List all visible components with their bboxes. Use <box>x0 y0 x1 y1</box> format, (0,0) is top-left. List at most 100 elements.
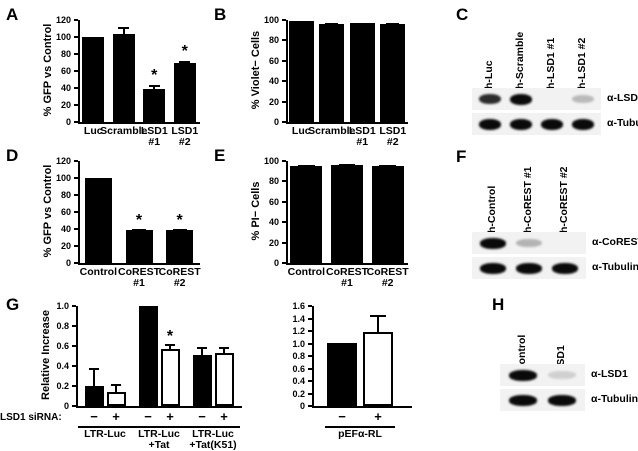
panel-letter-a: A <box>6 5 19 24</box>
error-bar-cap <box>111 384 121 386</box>
panel-a-chart: 0 20 40 60 80 100 120% GFP vs Control * * Luc Scra… <box>34 14 206 148</box>
x-tick-label: CoREST #2 <box>366 266 409 289</box>
y-tick-label: 40 <box>60 224 71 234</box>
y-tick-label: 0 <box>63 401 69 411</box>
error-bar-cap <box>197 347 207 349</box>
y-tick-label: 20 <box>268 96 279 107</box>
error-bar <box>122 26 125 34</box>
y-tick-label: 0.8 <box>56 321 69 331</box>
x-tick-label: Scramble <box>100 125 148 137</box>
y-tick <box>74 177 78 179</box>
y-tick <box>74 262 78 264</box>
antibody-label: α-CoREST <box>592 236 638 248</box>
blot-band <box>515 262 543 274</box>
y-axis <box>78 20 80 122</box>
condition-symbol: − <box>338 409 346 424</box>
error-bar-cap <box>165 343 175 346</box>
bar-solid <box>112 33 135 122</box>
y-tick-label: 100 <box>55 32 71 42</box>
bar-open <box>106 391 126 406</box>
y-axis-label: % GFP vs Control <box>42 23 54 117</box>
y-tick-label: 120 <box>55 15 71 25</box>
y-tick <box>282 200 286 203</box>
blot-band <box>509 93 533 105</box>
group-underline <box>186 426 240 428</box>
y-tick <box>282 100 286 103</box>
condition-symbol: + <box>166 409 174 424</box>
x-tick-label: CoREST #1 <box>118 266 160 289</box>
bar-open <box>160 349 180 406</box>
x-tick-label: CoREST #2 <box>158 266 201 289</box>
y-tick <box>282 39 286 42</box>
y-tick-label: 0.6 <box>292 363 305 374</box>
blot-band <box>571 94 595 104</box>
panel-letter-e: E <box>214 146 226 165</box>
y-tick-label: 20 <box>60 100 71 110</box>
y-tick-label: 0.2 <box>56 381 69 391</box>
x-tick-label: Scramble <box>308 125 356 137</box>
condition-symbol: − <box>144 409 152 424</box>
x-tick-label: CoREST #1 <box>326 266 368 289</box>
bar-solid <box>349 23 375 122</box>
blot-band <box>540 118 564 130</box>
group-underline <box>78 426 132 428</box>
error-bar-cap <box>294 20 308 23</box>
y-tick <box>308 342 312 345</box>
panel-b-chart: 0 20 40 60 80 100% Violet− Cells Luc Scramble LS… <box>242 14 414 148</box>
error-bar-cap <box>179 60 191 63</box>
bar-solid <box>331 165 363 263</box>
y-axis <box>76 306 78 406</box>
y-axis <box>286 20 288 122</box>
blot-band <box>515 238 543 248</box>
y-tick <box>308 405 312 407</box>
blot-lane-label: Sh-CoREST #2 <box>558 166 570 240</box>
y-tick <box>282 59 286 62</box>
antibody-label: α-Tubulin <box>592 261 638 273</box>
blot-band <box>547 394 577 406</box>
bar-solid <box>288 21 314 122</box>
y-tick-label: 100 <box>263 156 279 166</box>
y-tick-label: 0.6 <box>56 341 69 351</box>
y-tick-label: 0.4 <box>292 376 305 386</box>
error-bar <box>201 347 203 355</box>
y-tick-label: 0.2 <box>292 388 305 399</box>
bar-solid <box>82 37 105 122</box>
panel-g-right-chart: 0 0.2 0.4 0.6 0.8 1.0 1.2 1.4 1.6 − + pEFα-RL <box>278 300 418 448</box>
blot-strip <box>472 113 601 135</box>
group-label: LTR-Luc +Tat(K51) <box>189 428 237 451</box>
y-tick <box>308 367 312 370</box>
antibody-label: α-LSD1 <box>591 368 628 380</box>
panel-e-chart: 0 20 40 60 80 100 % PI− Cells Control CoREST #1 Co… <box>242 155 414 289</box>
y-tick <box>282 241 286 244</box>
y-axis <box>312 306 314 406</box>
y-tick <box>74 121 78 123</box>
condition-symbol: − <box>198 409 206 424</box>
bar-solid <box>84 386 104 406</box>
y-axis <box>286 161 288 263</box>
error-bar <box>169 343 171 349</box>
y-tick-label: 40 <box>268 217 279 228</box>
y-tick <box>74 53 78 55</box>
bar-solid <box>143 88 166 122</box>
sirna-row-label: LSD1 siRNA: <box>0 412 62 423</box>
bar-solid <box>138 306 158 406</box>
panel-h-blot: Control LSD1 α-LSD1 α-Tubulin <box>498 302 638 422</box>
panel-letter-h: H <box>492 295 505 314</box>
y-tick <box>72 325 76 327</box>
y-tick <box>74 70 78 72</box>
x-axis <box>78 122 200 124</box>
panel-f-blot: Sh-Control Sh-CoREST #1 Sh-CoREST #2 α-CoRE… <box>470 156 638 282</box>
significance-star: * <box>135 211 143 229</box>
y-tick <box>74 245 78 247</box>
x-tick-label: LSD1 #2 <box>379 125 407 148</box>
error-bar-cap <box>386 23 400 26</box>
y-tick-label: 100 <box>263 15 279 25</box>
y-tick-label: 80 <box>60 190 71 200</box>
y-axis-label: % GFP vs Control <box>42 164 54 258</box>
y-tick-label: 0.8 <box>292 351 305 361</box>
y-tick-label: 60 <box>268 55 279 66</box>
significance-star: * <box>166 327 174 345</box>
y-tick-label: 1.4 <box>292 313 305 324</box>
y-tick-label: 100 <box>55 173 71 183</box>
bar-solid <box>319 23 345 122</box>
